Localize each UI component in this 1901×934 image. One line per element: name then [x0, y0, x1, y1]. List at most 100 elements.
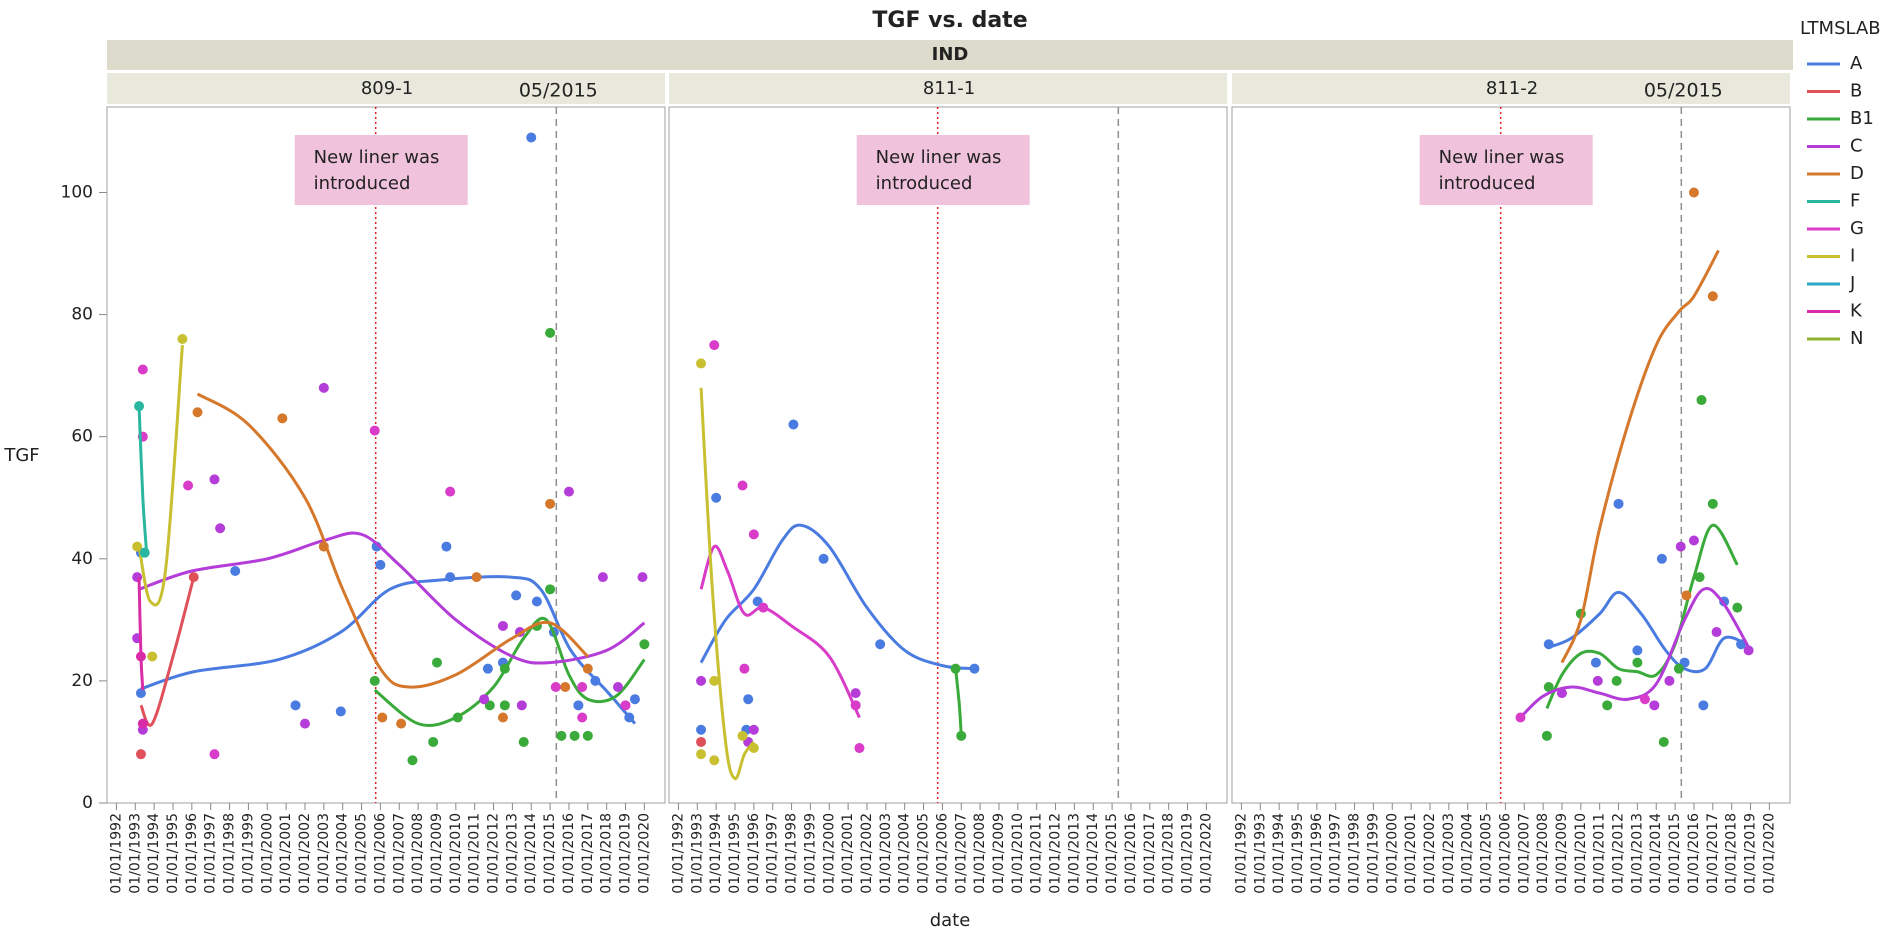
point: [441, 541, 452, 552]
point: [624, 712, 635, 723]
point: [711, 492, 722, 503]
x-tick-label: 01/01/2009: [429, 813, 445, 894]
x-tick-label: 01/01/2015: [542, 813, 558, 894]
point: [209, 749, 220, 760]
point: [696, 749, 707, 760]
point: [743, 694, 754, 705]
point: [545, 327, 556, 338]
point: [445, 572, 456, 583]
point: [550, 682, 561, 692]
fit-line: [137, 344, 184, 607]
x-tick-label: 01/01/2015: [1667, 813, 1683, 894]
point: [299, 718, 310, 729]
point: [431, 657, 442, 668]
point: [696, 724, 707, 735]
point: [1707, 291, 1718, 302]
legend-label: F: [1850, 191, 1860, 212]
point: [511, 590, 522, 601]
point: [854, 743, 865, 754]
annotation-text: New liner was: [876, 147, 1002, 168]
legend-label: J: [1849, 273, 1855, 294]
x-tick-label: 01/01/2015: [1104, 813, 1120, 894]
x-tick-label: 01/01/2016: [561, 813, 577, 894]
point: [818, 553, 829, 564]
x-tick-label: 01/01/1999: [1365, 813, 1381, 894]
fit-line: [1545, 523, 1739, 709]
point: [177, 334, 188, 344]
point: [709, 340, 720, 351]
x-tick-label: 01/01/2016: [1686, 813, 1702, 894]
legend-label: I: [1850, 246, 1855, 267]
fit-line: [196, 392, 589, 689]
fit-line: [137, 406, 149, 553]
point: [499, 700, 510, 711]
point: [709, 675, 720, 686]
x-tick-label: 01/01/2001: [1403, 813, 1419, 894]
point: [134, 401, 145, 412]
point: [709, 755, 720, 766]
point: [132, 572, 143, 583]
point: [573, 700, 584, 711]
point: [135, 651, 146, 662]
x-tick-label: 01/01/1992: [670, 813, 686, 894]
panel-strip: [669, 73, 1227, 104]
point: [1736, 639, 1747, 650]
point: [192, 407, 203, 418]
x-tick-label: 01/01/2019: [618, 813, 634, 894]
point: [482, 663, 493, 674]
annotation-box: [856, 135, 1030, 205]
point: [1632, 657, 1643, 668]
point: [1732, 602, 1743, 613]
x-tick-label: 01/01/2014: [1648, 813, 1664, 894]
x-tick-label: 01/01/2002: [859, 813, 875, 894]
x-tick-label: 01/01/2003: [878, 813, 894, 894]
y-tick-label: 100: [61, 182, 93, 202]
point: [215, 523, 226, 534]
x-tick-label: 01/01/2013: [504, 813, 520, 894]
point: [1656, 553, 1667, 564]
point: [696, 675, 707, 686]
x-tick-label: 01/01/1993: [689, 813, 705, 894]
ref-label: 05/2015: [519, 80, 598, 102]
point: [577, 712, 588, 723]
point: [1632, 645, 1643, 656]
annotation-box: [1419, 135, 1593, 205]
x-tick-label: 01/01/2013: [1629, 813, 1645, 894]
x-tick-label: 01/01/2012: [1048, 813, 1064, 894]
point: [377, 712, 388, 723]
group-label: IND: [932, 44, 969, 65]
x-tick-label: 01/01/2010: [1010, 813, 1026, 894]
fit-line: [1548, 590, 1748, 674]
point: [582, 730, 593, 741]
point: [739, 663, 750, 674]
x-tick-label: 01/01/1997: [1328, 813, 1344, 894]
x-tick-label: 01/01/2004: [335, 813, 351, 894]
point: [956, 730, 967, 741]
legend-label: G: [1850, 218, 1864, 239]
point: [597, 572, 608, 583]
legend-label: A: [1850, 53, 1863, 74]
point: [479, 694, 490, 705]
x-tick-label: 01/01/2018: [1161, 813, 1177, 894]
x-tick-label: 01/01/2006: [934, 813, 950, 894]
x-tick-label: 01/01/2000: [821, 813, 837, 894]
point: [1681, 590, 1692, 601]
x-tick-label: 01/01/2010: [1573, 813, 1589, 894]
fit-line: [699, 387, 756, 781]
point: [1658, 736, 1669, 747]
x-tick-label: 01/01/1994: [1271, 813, 1287, 894]
x-tick-label: 01/01/2007: [1516, 813, 1532, 894]
panel-strip: [107, 73, 665, 104]
x-tick-label: 01/01/1998: [1347, 813, 1363, 894]
x-tick-label: 01/01/2005: [354, 813, 370, 894]
x-tick-label: 01/01/1992: [1233, 813, 1249, 894]
x-tick-label: 01/01/2002: [297, 813, 313, 894]
fit-line: [1560, 249, 1720, 664]
point: [188, 572, 199, 583]
y-tick-label: 80: [71, 305, 93, 325]
y-tick-label: 20: [71, 671, 93, 691]
point: [147, 651, 158, 662]
point: [335, 706, 346, 717]
x-tick-label: 01/01/2019: [1743, 813, 1759, 894]
point: [137, 364, 148, 375]
